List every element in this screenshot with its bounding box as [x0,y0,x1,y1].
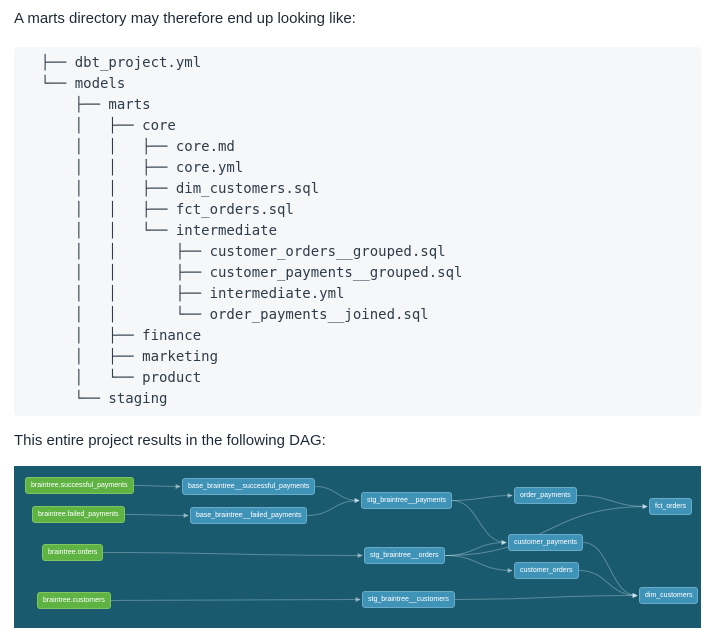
dag-node-stg-braintree-payments: stg_braintree__payments [361,492,452,509]
dag-edge-braintree-customers--stg-braintree-customers [110,597,361,603]
dag-node-braintree-customers: braintree.customers [37,592,111,609]
dag-edge-braintree-failed-payments--base-braintree-failed-payments [124,512,189,518]
dag-edge-customer-orders--dim-customers [578,570,638,598]
dag-edges [102,483,648,603]
dag-edge-stg-braintree-orders--fct-orders [444,504,648,556]
dag-node-customer-payments: customer_payments [508,534,584,551]
dag-caption-text: This entire project results in the follo… [14,432,326,449]
dag-edge-base-braintree-successful-payments--stg-braintree-payments [314,486,360,503]
dag-edge-braintree-orders--stg-braintree-orders [102,552,363,558]
dag-edge-stg-braintree-orders--customer-orders [444,555,513,573]
dag-node-braintree-successful-payments: braintree.successful_payments [25,477,134,494]
dag-node-customer-orders: customer_orders [514,562,579,579]
dag-node-braintree-orders: braintree.orders [42,544,104,561]
dag-node-base-braintree-successful-payments: base_braintree__successful_payments [182,478,316,495]
dag-node-stg-braintree-orders: stg_braintree__orders [364,547,445,564]
dag-node-fct-orders: fct_orders [649,498,693,515]
dag-edge-stg-braintree-orders--customer-payments [444,540,507,556]
dag-edge-stg-braintree-customers--dim-customers [454,593,638,600]
directory-tree-code-block: ├── dbt_project.yml └── models ├── marts… [14,47,701,416]
dag-edge-stg-braintree-payments--customer-payments [451,500,507,545]
dag-edge-braintree-successful-payments--base-braintree-successful-payments [133,483,181,489]
dag-image: braintree.successful_payments base_braint… [14,466,701,628]
dag-node-dim-customers: dim_customers [639,587,699,604]
dag-edge-customer-payments--dim-customers [582,542,638,598]
dag-edge-base-braintree-failed-payments--stg-braintree-payments [306,498,360,516]
dag-edge-stg-braintree-payments--order-payments [451,493,513,501]
dag-node-braintree-failed-payments: braintree.failed_payments [32,506,125,523]
intro-text: A marts directory may therefore end up l… [14,10,356,27]
dag-node-order-payments: order_payments [514,487,577,504]
dag-edge-order-payments--fct-orders [576,495,648,509]
dag-node-stg-braintree-customers: stg_braintree__customers [362,591,455,608]
dag-node-base-braintree-failed-payments: base_braintree__failed_payments [190,507,308,524]
